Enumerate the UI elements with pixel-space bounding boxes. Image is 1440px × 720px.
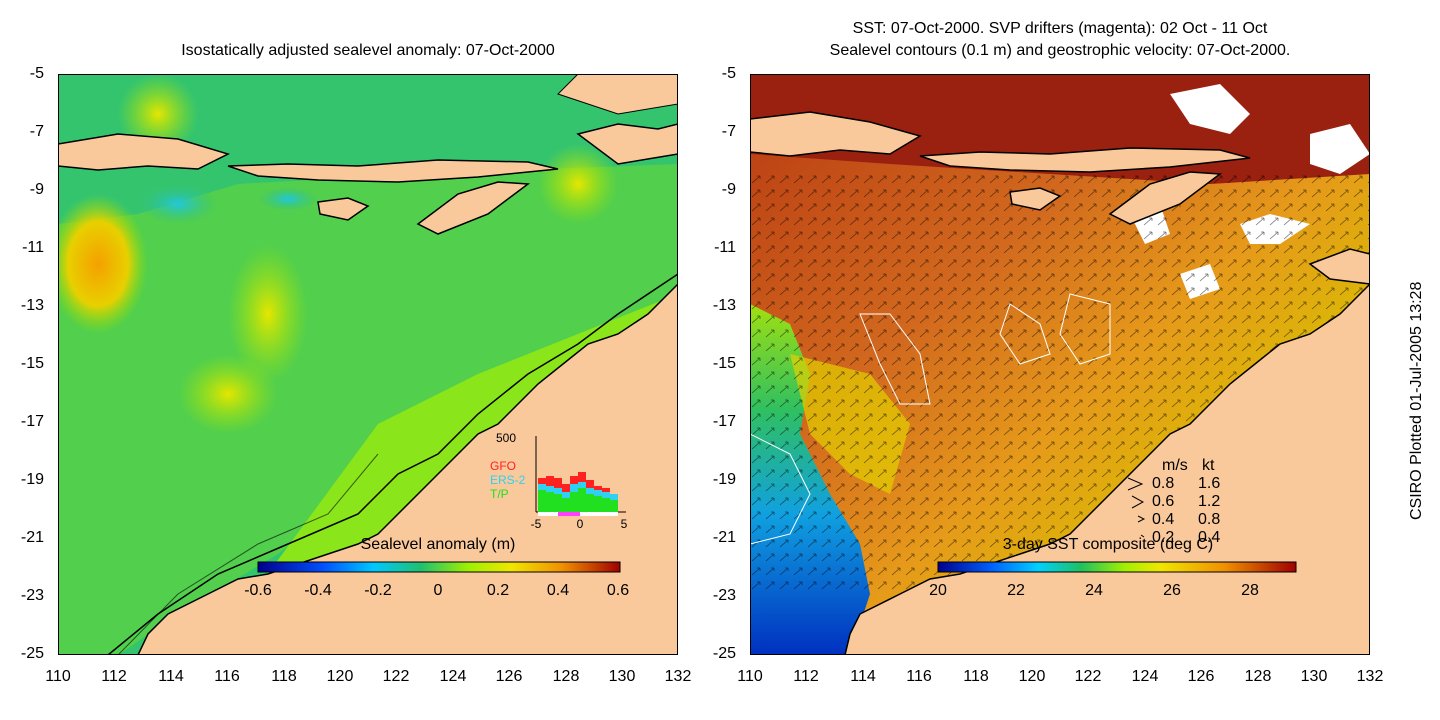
- inset-x-tick-1: -5: [531, 517, 542, 531]
- left-y-tick: -17: [20, 413, 44, 430]
- right-y-tick: -23: [712, 587, 736, 604]
- right-y-tick: -5: [721, 65, 736, 82]
- left-x-tick: 122: [382, 668, 410, 685]
- left-x-tick: 114: [158, 668, 184, 685]
- right-x-tick: 114: [850, 668, 876, 685]
- right-x-tick: 128: [1244, 668, 1272, 685]
- left-y-tick: -7: [29, 123, 44, 140]
- right-y-tick: -7: [721, 123, 736, 140]
- sealevel-tick-4: 0: [434, 582, 443, 599]
- left-y-tick: -23: [20, 587, 44, 604]
- sst-tick-3: 24: [1085, 582, 1103, 599]
- sealevel-tick-5: 0.2: [487, 582, 509, 599]
- left-y-tick: -5: [29, 65, 44, 82]
- velocity-legend-kt-header: kt: [1202, 457, 1215, 474]
- sst-tick-5: 28: [1241, 582, 1259, 599]
- inset-x-tick-2: 0: [577, 517, 584, 531]
- left-x-tick: 118: [271, 668, 297, 685]
- right-x-tick: 110: [737, 668, 763, 685]
- right-x-tick: 118: [963, 668, 989, 685]
- right-y-tick: -11: [714, 239, 736, 256]
- right-y-tick: -19: [712, 471, 736, 488]
- sealevel-tick-3: -0.2: [364, 582, 392, 599]
- velocity-row-4-kt: 0.4: [1198, 529, 1220, 546]
- left-y-tick: -19: [20, 471, 44, 488]
- right-y-tick: -17: [712, 413, 736, 430]
- left-panel-title: Isostatically adjusted sealevel anomaly:…: [181, 42, 555, 59]
- right-x-tick: 126: [1187, 668, 1215, 685]
- left-y-tick: -21: [20, 529, 44, 546]
- right-panel-title-line1: SST: 07-Oct-2000. SVP drifters (magenta)…: [852, 20, 1268, 37]
- velocity-row-4-ms: 0.2: [1152, 529, 1174, 546]
- sealevel-tick-1: -0.6: [244, 582, 272, 599]
- right-x-tick: 116: [906, 668, 932, 685]
- inset-x-tick-3: 5: [621, 517, 628, 531]
- sst-colorbar: 3-day SST composite (deg C) 20 22 24 26 …: [929, 536, 1297, 599]
- right-x-tick: 122: [1074, 668, 1102, 685]
- sealevel-anomaly-map: 500 -5 0 5 GFO ERS-2 T/P Sealevel: [58, 74, 678, 655]
- velocity-row-1-kt: 1.6: [1198, 475, 1220, 492]
- velocity-row-3-kt: 0.8: [1198, 511, 1220, 528]
- left-x-tick: 132: [664, 668, 692, 685]
- left-y-tick: -25: [20, 645, 44, 662]
- sst-tick-2: 22: [1007, 582, 1025, 599]
- velocity-row-1-ms: 0.8: [1152, 475, 1174, 492]
- left-x-tick: 126: [495, 668, 523, 685]
- sealevel-tick-6: 0.4: [547, 582, 569, 599]
- inset-y-max-label: 500: [496, 431, 516, 445]
- left-x-tick: 124: [439, 668, 467, 685]
- inset-legend-ers2: ERS-2: [490, 473, 526, 487]
- left-x-tick: 128: [552, 668, 580, 685]
- velocity-row-2-ms: 0.6: [1152, 493, 1174, 510]
- right-x-tick: 132: [1356, 668, 1384, 685]
- sst-tick-1: 20: [929, 582, 947, 599]
- sst-colorbar-label: 3-day SST composite (deg C): [1003, 536, 1213, 553]
- sealevel-tick-2: -0.4: [304, 582, 332, 599]
- left-x-tick: 112: [101, 668, 127, 685]
- right-x-tick: 124: [1131, 668, 1159, 685]
- left-y-tick: -11: [22, 239, 44, 256]
- right-y-tick: -9: [721, 181, 736, 198]
- velocity-legend-ms-header: m/s: [1162, 457, 1188, 474]
- sealevel-colorbar-label: Sealevel anomaly (m): [361, 536, 516, 553]
- left-y-tick: -9: [29, 181, 44, 198]
- right-x-tick: 120: [1018, 668, 1046, 685]
- plot-credit: CSIRO Plotted 01-Jul-2005 13:28: [1408, 281, 1425, 520]
- left-y-tick: -13: [20, 297, 44, 314]
- left-y-tick: -15: [20, 355, 44, 372]
- right-x-tick: 112: [793, 668, 819, 685]
- inset-legend-gfo: GFO: [490, 459, 516, 473]
- right-y-tick: -13: [712, 297, 736, 314]
- right-y-tick: -21: [712, 529, 736, 546]
- right-y-tick: -15: [712, 355, 736, 372]
- velocity-row-3-ms: 0.4: [1152, 511, 1174, 528]
- sealevel-colorbar: Sealevel anomaly (m) -0.6 -0.4 -0.2 0 0.…: [244, 536, 629, 599]
- altimeter-histogram-inset: 500 -5 0 5 GFO ERS-2 T/P: [490, 431, 628, 531]
- sst-tick-4: 26: [1163, 582, 1181, 599]
- velocity-legend: m/s kt 0.8 1.6 0.6 1.2 0.4 0.8 0.2 0.4: [1127, 457, 1220, 546]
- right-y-tick: -25: [712, 645, 736, 662]
- left-x-tick: 130: [608, 668, 636, 685]
- right-panel-title-line2: Sealevel contours (0.1 m) and geostrophi…: [829, 42, 1291, 59]
- left-x-tick: 120: [326, 668, 354, 685]
- sst-map: m/s kt 0.8 1.6 0.6 1.2 0.4 0.8 0.2 0.4 3…: [750, 74, 1370, 655]
- sealevel-tick-7: 0.6: [607, 582, 629, 599]
- right-x-tick: 130: [1300, 668, 1328, 685]
- left-x-tick: 116: [214, 668, 240, 685]
- left-x-tick: 110: [45, 668, 71, 685]
- inset-legend-tp: T/P: [490, 487, 509, 501]
- velocity-row-2-kt: 1.2: [1198, 493, 1220, 510]
